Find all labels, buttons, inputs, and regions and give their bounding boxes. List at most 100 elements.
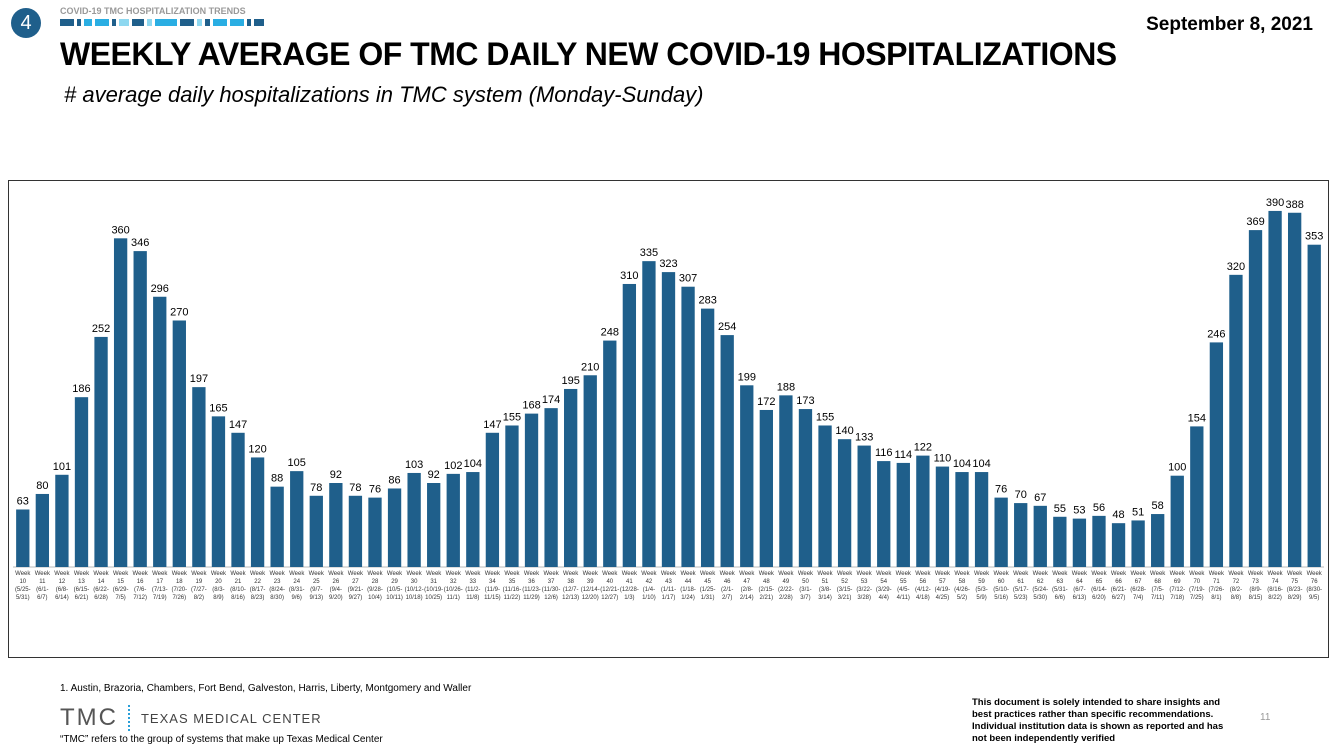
bar [1092,515,1106,567]
bar [348,495,363,567]
x-tick-week-prefix: Week [347,571,364,577]
data-label: 147 [483,419,501,431]
bar [387,488,402,567]
x-tick-week-number: 23 [273,579,281,585]
x-tick-week-prefix: Week [1071,571,1088,577]
data-label: 104 [953,458,971,470]
x-tick-week-prefix: Week [934,571,951,577]
x-tick-date-range: (5/10-5/16) [993,587,1009,601]
x-tick-date-range: (6/28-7/4) [1130,587,1146,601]
x-tick-week-prefix: Week [719,571,735,577]
x-tick-date-range: (10/5-10/11) [386,587,403,601]
stripe [84,19,92,26]
x-tick-week-number: 67 [1134,579,1142,585]
x-tick-label: Week 20 (8/3-8/9) [209,570,229,602]
x-tick-label: Week 19 (7/27-8/2) [189,570,209,602]
bar-chart: 6380101186252360346296270197165147120881… [13,197,1324,568]
x-tick-date-range: (8/24-8/30) [269,587,285,601]
x-tick-date-range: (10/19-10/25) [424,587,444,601]
bar [837,439,852,567]
bar [113,238,128,567]
x-tick-week-number: 19 [195,579,203,585]
x-tick-label: Week 47 (2/8-2/14) [737,570,757,602]
x-tick-date-range: (7/26-8/1) [1208,587,1225,601]
x-tick-week-number: 76 [1310,579,1318,585]
bar [818,425,832,567]
data-label: 55 [1054,503,1066,515]
x-tick-week-number: 53 [860,579,868,585]
bar [1268,210,1282,567]
decorative-stripes [60,19,264,26]
x-tick-week-number: 45 [704,579,711,585]
x-tick-label: Week 17 (7/13-7/19) [150,570,170,602]
x-tick-date-range: (6/29-7/5) [112,587,129,601]
data-label: 78 [310,482,322,494]
data-label: 140 [835,425,853,437]
bar [16,509,30,567]
x-tick-label: Week 41 (12/28-1/3) [620,570,640,602]
x-tick-week-number: 62 [1036,579,1044,585]
bar [231,432,245,567]
bar [720,335,734,567]
data-label: 92 [330,469,342,481]
x-tick-week-prefix: Week [54,571,70,577]
x-tick-week-number: 17 [156,579,164,585]
x-tick-date-range: (3/8-3/14) [818,587,832,601]
x-tick-week-prefix: Week [308,571,324,577]
x-tick-week-number: 52 [841,579,848,585]
x-tick-week-number: 25 [312,579,320,585]
x-tick-date-range: (11/16-11/22) [502,587,522,601]
data-label: 76 [995,484,1007,496]
stripe [119,19,129,26]
x-tick-date-range: (11/30-12/6) [541,587,561,601]
data-label: 63 [17,495,29,507]
x-tick-date-range: (6/21-6/27) [1110,587,1127,601]
bar [505,425,519,567]
x-tick-date-range: (1/25-1/31) [699,587,716,601]
section-title: COVID-19 TMC HOSPITALIZATION TRENDS [60,6,246,16]
x-tick-week-number: 26 [332,579,340,585]
x-tick-week-number: 61 [1017,579,1025,585]
x-tick-week-prefix: Week [660,571,677,577]
bar [1151,514,1165,567]
x-tick-label: Week 23 (8/24-8/30) [267,570,287,602]
data-label: 78 [349,482,361,494]
x-tick-week-number: 34 [489,579,496,585]
x-tick-label: Week 14 (6/22-6/28) [91,570,111,602]
x-tick-week-prefix: Week [1091,571,1107,577]
x-tick-date-range: (6/15-6/21) [73,587,90,601]
x-tick-date-range: (8/3-8/9) [212,587,225,601]
x-tick-week-prefix: Week [641,571,657,577]
x-tick-date-range: (8/30-9/5) [1306,587,1323,601]
data-label: 133 [855,432,873,444]
x-tick-date-range: (6/22-6/28) [93,587,109,601]
bar [896,462,910,567]
x-tick-week-prefix: Week [523,571,540,577]
x-tick-week-prefix: Week [112,571,129,577]
page-title: WEEKLY AVERAGE OF TMC DAILY NEW COVID-19… [60,36,1117,72]
x-tick-label: Week 36 (11/23-11/29) [522,570,542,602]
x-tick-week-prefix: Week [915,571,931,577]
data-label: 390 [1266,197,1284,209]
stripe [254,19,264,26]
data-label: 102 [444,460,462,472]
x-tick-date-range: (4/12-4/18) [915,587,931,601]
x-tick-week-number: 18 [175,579,183,585]
data-label: 310 [620,270,638,282]
data-label: 122 [914,442,932,454]
x-tick-label: Week 33 (11/2-11/8) [463,570,483,602]
x-tick-label: Week 52 (3/15-3/21) [835,570,855,602]
data-label: 369 [1246,216,1264,228]
x-tick-label: Week 54 (3/29-4/4) [874,570,894,602]
x-tick-week-prefix: Week [1169,571,1185,577]
x-tick-date-range: (8/23-8/29) [1286,587,1303,601]
x-tick-week-prefix: Week [15,571,31,577]
x-tick-date-range: (2/1-2/7) [721,587,734,601]
x-tick-week-prefix: Week [210,571,227,577]
data-label: 114 [895,449,913,461]
bar [974,472,989,567]
x-tick-week-prefix: Week [386,571,403,577]
bar [55,474,69,567]
x-tick-week-number: 36 [528,579,535,585]
bar [309,495,323,567]
